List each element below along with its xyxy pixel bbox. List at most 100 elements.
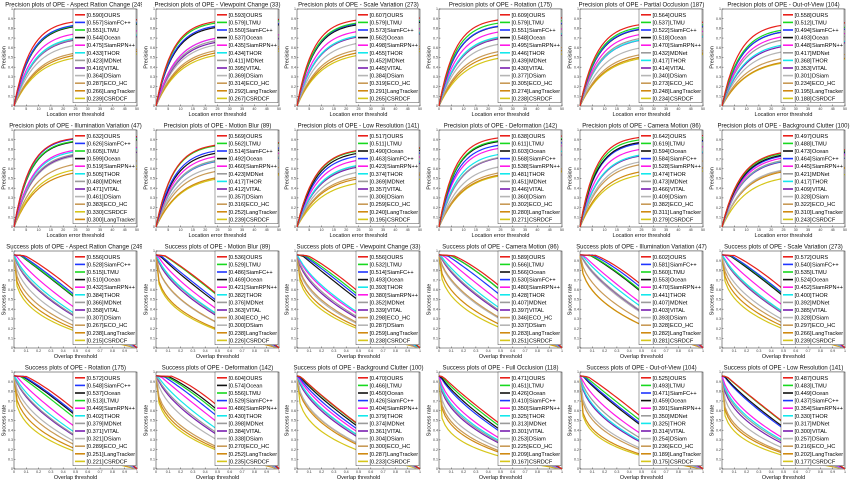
legend-score: [0.461] bbox=[86, 195, 104, 201]
y-tick-label: 0.9 bbox=[716, 259, 721, 263]
y-tick-label: 0 bbox=[153, 346, 155, 350]
x-tick-label: 0.7 bbox=[522, 470, 527, 474]
y-tick-label: 0.1 bbox=[574, 215, 579, 219]
legend-score: [0.517] bbox=[370, 134, 388, 140]
legend-label: DSiam bbox=[246, 323, 263, 329]
legend-label: THOR bbox=[104, 293, 120, 299]
legend-score: [0.167] bbox=[511, 459, 529, 465]
y-tick-label: 0.7 bbox=[8, 278, 13, 282]
legend-score: [0.611] bbox=[511, 141, 528, 147]
x-tick-label: 0.2 bbox=[36, 349, 41, 353]
legend-score: [0.466] bbox=[653, 187, 671, 193]
x-tick-label: 0.5 bbox=[73, 470, 78, 474]
legend-label: OURS bbox=[529, 255, 545, 261]
x-tick-label: 15 bbox=[332, 107, 336, 111]
y-tick-label: 0.4 bbox=[574, 65, 579, 69]
legend-label: Ocean bbox=[104, 157, 120, 163]
legend-label: LangTracker bbox=[529, 210, 560, 216]
legend-score: [0.379] bbox=[86, 421, 104, 427]
x-tick-label: 20 bbox=[628, 228, 632, 232]
y-tick-label: 0.1 bbox=[574, 94, 579, 98]
legend-score: [0.251] bbox=[86, 452, 104, 458]
y-tick-label: 0.3 bbox=[574, 196, 579, 200]
y-tick-label: 0.2 bbox=[291, 85, 296, 89]
chart-panel: Precision plots of OPE - Low Resolution … bbox=[285, 124, 422, 239]
x-tick-label: 0.2 bbox=[461, 349, 466, 353]
legend-score: [0.528] bbox=[653, 164, 671, 170]
legend-score: [0.557] bbox=[86, 20, 104, 26]
y-tick-label: 0.8 bbox=[716, 269, 721, 273]
legend-label: THOR bbox=[529, 414, 545, 420]
legend-label: DSiam bbox=[812, 316, 829, 322]
legend-label: CSRDCF bbox=[812, 459, 836, 465]
legend-label: DSiam bbox=[387, 437, 404, 443]
y-tick-label: 0.2 bbox=[150, 206, 155, 210]
legend-label: MDNet bbox=[104, 300, 122, 306]
legend-label: THOR bbox=[670, 172, 686, 178]
y-tick-label: 0.6 bbox=[291, 288, 296, 292]
legend-label: LangTracker bbox=[670, 210, 701, 216]
y-tick-label: 0.3 bbox=[574, 75, 579, 79]
legend-label: THOR bbox=[812, 179, 828, 185]
legend-score: [0.313] bbox=[511, 421, 529, 427]
legend-score: [0.350] bbox=[653, 414, 671, 420]
y-axis-label: Precision bbox=[568, 167, 574, 190]
x-tick-label: 20 bbox=[203, 228, 207, 232]
y-tick-label: 0.8 bbox=[574, 390, 579, 394]
legend-label: THOR bbox=[387, 414, 403, 420]
y-tick-label: 0.4 bbox=[150, 65, 155, 69]
legend-score: [0.469] bbox=[228, 278, 246, 284]
y-tick-label: 0.1 bbox=[8, 457, 13, 461]
legend-score: [0.604] bbox=[228, 376, 246, 382]
x-tick-label: 0 bbox=[579, 107, 581, 111]
y-tick-label: 0.8 bbox=[150, 148, 155, 152]
x-tick-label: 0.4 bbox=[627, 349, 632, 353]
legend-label: LTMU bbox=[812, 270, 827, 276]
legend-score: [0.488] bbox=[794, 141, 812, 147]
x-tick-label: 0.8 bbox=[535, 470, 540, 474]
legend-label: THOR bbox=[812, 58, 828, 64]
x-tick-label: 35 bbox=[523, 107, 527, 111]
y-tick-label: 0.7 bbox=[8, 36, 13, 40]
x-tick-label: 0.4 bbox=[769, 349, 774, 353]
x-tick-label: 15 bbox=[49, 107, 53, 111]
x-tick-label: 0.2 bbox=[178, 349, 183, 353]
legend-score: [0.530] bbox=[511, 278, 529, 284]
y-tick-label: 0.7 bbox=[574, 278, 579, 282]
legend-label: ECO_HC bbox=[104, 202, 127, 208]
y-tick-label: 0.5 bbox=[716, 177, 721, 181]
legend-score: [0.279] bbox=[653, 217, 671, 223]
x-tick-label: 5 bbox=[167, 228, 169, 232]
y-tick-label: 0.1 bbox=[291, 336, 296, 340]
chart-panel: Success plots of OPE - Deformation (142)… bbox=[143, 366, 279, 481]
x-tick-label: 25 bbox=[782, 228, 786, 232]
legend-score: [0.233] bbox=[370, 459, 388, 465]
legend-score: [0.384] bbox=[370, 74, 388, 80]
legend-label: LangTracker bbox=[387, 331, 418, 337]
y-tick-label: 0.6 bbox=[433, 167, 438, 171]
y-tick-label: 0.7 bbox=[291, 157, 296, 161]
legend-score: [0.471] bbox=[653, 391, 671, 397]
legend-score: [0.452] bbox=[794, 285, 812, 291]
legend-label: DSiam bbox=[529, 74, 546, 80]
legend-label: VITAL bbox=[529, 308, 544, 314]
legend-label: MDNet bbox=[670, 51, 688, 57]
legend-score: [0.590] bbox=[86, 13, 104, 19]
legend-label: OURS bbox=[670, 376, 686, 382]
y-tick-label: 0.4 bbox=[433, 428, 438, 432]
y-tick-label: 0.3 bbox=[8, 75, 13, 79]
legend-score: [0.364] bbox=[86, 74, 104, 80]
x-axis-label: Location error threshold bbox=[471, 112, 529, 118]
x-axis-label: Location error threshold bbox=[755, 112, 813, 118]
legend-label: Ocean bbox=[812, 391, 828, 397]
y-tick-label: 0.3 bbox=[716, 196, 721, 200]
legend-label: Ocean bbox=[387, 149, 403, 155]
x-tick-label: 40 bbox=[535, 107, 539, 111]
y-axis-label: Precision bbox=[143, 167, 149, 190]
y-tick-label: 0 bbox=[436, 104, 438, 108]
legend-label: THOR bbox=[812, 293, 828, 299]
y-tick-label: 0.1 bbox=[291, 215, 296, 219]
x-tick-label: 35 bbox=[98, 107, 102, 111]
x-tick-label: 0 bbox=[579, 470, 581, 474]
x-tick-label: 30 bbox=[652, 107, 656, 111]
